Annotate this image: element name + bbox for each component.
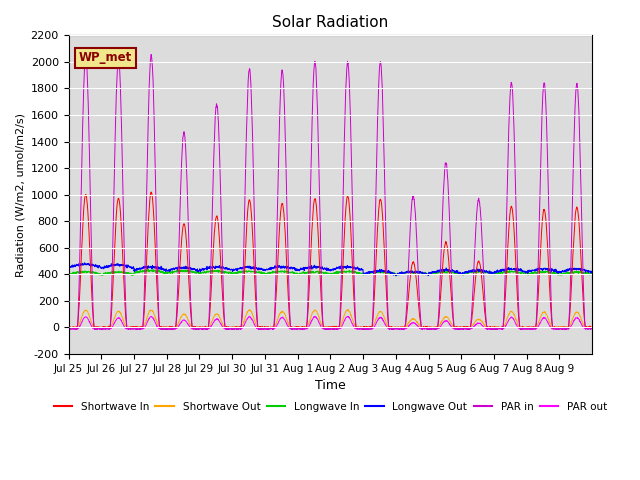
Longwave Out bbox=[518, 267, 525, 273]
Longwave In bbox=[362, 271, 369, 276]
PAR out bbox=[245, 313, 253, 319]
Shortwave Out bbox=[518, 324, 525, 330]
Longwave Out bbox=[488, 270, 496, 276]
Longwave Out bbox=[424, 273, 432, 278]
Title: Solar Radiation: Solar Radiation bbox=[272, 15, 388, 30]
Longwave Out bbox=[362, 271, 369, 276]
PAR out bbox=[65, 325, 72, 331]
Shortwave Out bbox=[344, 307, 352, 312]
X-axis label: Time: Time bbox=[315, 379, 346, 392]
Shortwave Out bbox=[362, 324, 370, 330]
Shortwave Out bbox=[65, 325, 73, 331]
PAR out bbox=[588, 326, 596, 332]
PAR out bbox=[230, 326, 238, 332]
Longwave Out bbox=[588, 269, 596, 275]
Legend: Shortwave In, Shortwave Out, Longwave In, Longwave Out, PAR in, PAR out: Shortwave In, Shortwave Out, Longwave In… bbox=[49, 397, 611, 416]
Shortwave In bbox=[65, 325, 72, 331]
Shortwave Out bbox=[230, 324, 238, 330]
Shortwave In bbox=[581, 324, 589, 329]
Longwave In bbox=[581, 270, 589, 276]
PAR in bbox=[488, 325, 496, 331]
Shortwave In bbox=[67, 325, 74, 331]
Longwave In bbox=[144, 266, 152, 272]
Longwave Out bbox=[65, 265, 72, 271]
Longwave In bbox=[518, 270, 525, 276]
Shortwave Out bbox=[117, 311, 125, 316]
Longwave In bbox=[117, 269, 125, 275]
PAR in bbox=[147, 51, 155, 57]
Longwave Out bbox=[581, 267, 589, 273]
Shortwave Out bbox=[581, 324, 589, 330]
PAR out bbox=[581, 325, 589, 331]
Longwave In bbox=[588, 271, 596, 276]
Longwave In bbox=[488, 270, 496, 276]
Shortwave In bbox=[147, 189, 155, 195]
Line: Longwave In: Longwave In bbox=[68, 269, 592, 276]
PAR in bbox=[518, 326, 525, 332]
Line: Shortwave Out: Shortwave Out bbox=[68, 310, 592, 328]
PAR out bbox=[127, 326, 134, 332]
Shortwave In bbox=[117, 219, 125, 225]
Line: Longwave Out: Longwave Out bbox=[68, 263, 592, 276]
Shortwave In bbox=[518, 324, 525, 330]
Line: PAR out: PAR out bbox=[68, 316, 592, 329]
PAR out bbox=[362, 326, 370, 332]
Shortwave Out bbox=[588, 324, 596, 330]
Longwave Out bbox=[81, 260, 88, 265]
Longwave Out bbox=[230, 267, 238, 273]
Shortwave Out bbox=[488, 324, 496, 330]
PAR in bbox=[588, 325, 596, 331]
PAR in bbox=[230, 325, 238, 331]
Longwave Out bbox=[117, 262, 125, 267]
Line: PAR in: PAR in bbox=[68, 54, 592, 329]
PAR in bbox=[581, 324, 589, 329]
PAR in bbox=[362, 326, 370, 332]
Text: WP_met: WP_met bbox=[79, 51, 132, 64]
Shortwave Out bbox=[65, 324, 72, 330]
Longwave In bbox=[230, 271, 238, 276]
Shortwave In bbox=[588, 324, 596, 330]
Shortwave In bbox=[488, 325, 496, 331]
Longwave In bbox=[392, 273, 400, 279]
PAR out bbox=[117, 317, 125, 323]
Shortwave In bbox=[230, 324, 238, 330]
PAR in bbox=[117, 106, 125, 112]
PAR in bbox=[65, 326, 72, 332]
PAR out bbox=[488, 326, 496, 332]
Longwave In bbox=[65, 271, 72, 276]
PAR out bbox=[518, 326, 525, 332]
Y-axis label: Radiation (W/m2, umol/m2/s): Radiation (W/m2, umol/m2/s) bbox=[15, 113, 25, 276]
Shortwave In bbox=[362, 324, 370, 330]
Line: Shortwave In: Shortwave In bbox=[68, 192, 592, 328]
PAR in bbox=[65, 326, 73, 332]
